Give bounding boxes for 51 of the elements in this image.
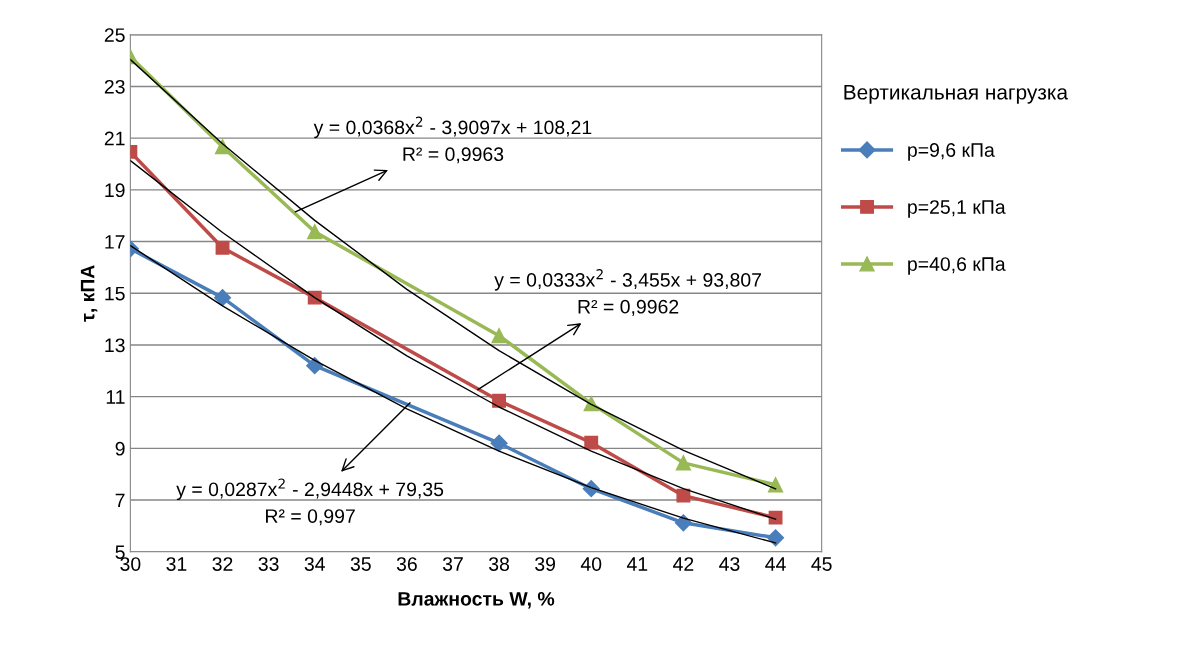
point (584, 435, 599, 450)
y-tick-label: 25 (104, 28, 125, 42)
x-tick-label: 31 (166, 557, 187, 571)
y-axis-title: τ, кПА (80, 265, 98, 322)
y-tick-label: 21 (104, 131, 125, 146)
point (213, 289, 232, 307)
x-tick-label: 34 (304, 557, 325, 571)
annotation: y = 0,0287x$^{2}$ - 2,9448x + 79,35 R² = 0,997 (176, 478, 444, 526)
x-tick-label: 32 (212, 557, 233, 571)
x-tick-label: 37 (442, 557, 463, 571)
point (768, 510, 783, 525)
point (214, 139, 231, 155)
point (307, 224, 323, 240)
point (675, 455, 692, 471)
x-tick-label: 45 (811, 557, 832, 571)
annotation: y = 0,0333x$^{2}$ - 3,455x + 93,807 R² = 0,9962 (494, 269, 761, 316)
y-tick-label: 7 (115, 493, 125, 508)
x-tick-label: 42 (673, 557, 694, 571)
y-tick-label: 15 (105, 286, 125, 301)
y-tick-label: 9 (115, 441, 125, 456)
x-tick-label: 33 (258, 557, 279, 571)
annotation: y = 0,0368x$^{2}$ - 3,9097x + 108,21 R² = 0,9963 (313, 116, 592, 164)
x-tick-label: 44 (765, 557, 786, 571)
x-axis-title: Влажность W, % (398, 591, 555, 609)
x-tick-label: 39 (535, 557, 556, 571)
point (767, 529, 785, 547)
x-tick-label: 43 (719, 557, 740, 571)
x-tick-label: 36 (396, 557, 417, 571)
y-tick-label: 5 (115, 545, 125, 560)
x-tick-label: 30 (120, 557, 141, 571)
point (674, 514, 692, 532)
point (492, 393, 506, 408)
legend-label: p=40,6 кПа (908, 257, 1006, 275)
point (306, 357, 324, 375)
legend-label: p=9,6 кПа (908, 143, 995, 161)
legend-title: Вертикальная нагрузка (844, 85, 1069, 104)
x-tick-label: 35 (350, 557, 371, 571)
y-tick-label: 13 (105, 338, 125, 353)
x-tick-label: 41 (626, 557, 648, 571)
point (491, 328, 507, 344)
y-tick-label: 17 (105, 235, 125, 249)
point (767, 477, 784, 493)
legend-label: p=25,1 кПа (908, 200, 1006, 218)
point (215, 240, 230, 255)
y-tick-label: 19 (105, 183, 125, 198)
y-tick-label: 23 (104, 79, 125, 94)
point (490, 434, 508, 452)
point (676, 488, 691, 503)
y-tick-label: 11 (106, 390, 125, 404)
x-tick-label: 40 (580, 557, 602, 571)
x-tick-label: 38 (488, 557, 510, 571)
